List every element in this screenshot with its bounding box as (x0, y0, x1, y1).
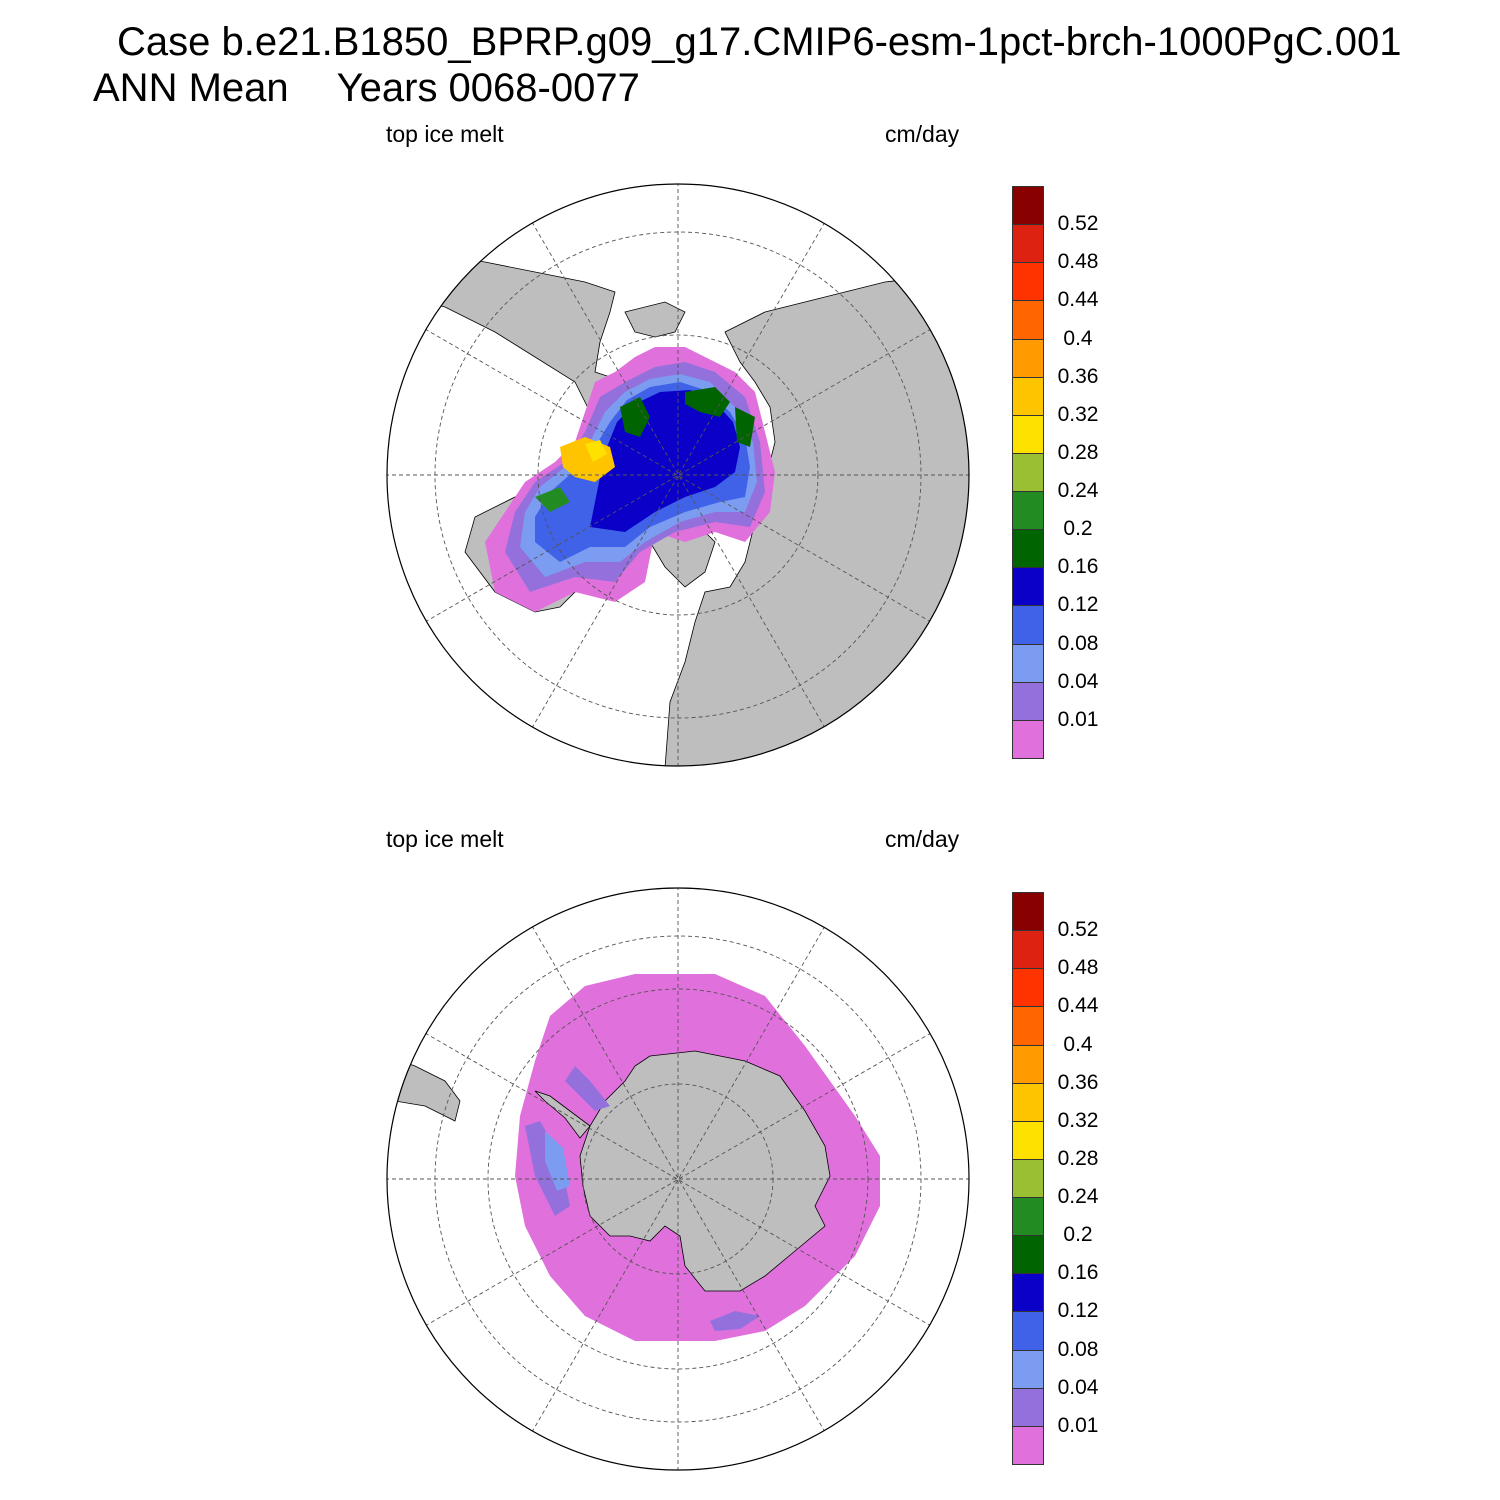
north-colorbar-tick-label: 0.48 (1057, 250, 1099, 274)
north-colorbar-swatch (1012, 567, 1044, 607)
north-colorbar-tick-label: 0.01 (1057, 707, 1099, 731)
north-colorbar-swatch (1012, 605, 1044, 645)
south-colorbar-tick-label: 0.36 (1057, 1070, 1099, 1094)
south-colorbar-swatch (1012, 1349, 1044, 1389)
south-colorbar-swatch (1012, 1197, 1044, 1237)
south-ice-purple-bell (525, 1121, 570, 1216)
north-colorbar-swatch (1012, 414, 1044, 454)
north-colorbar-tick-label: 0.16 (1057, 555, 1099, 579)
mean-label: ANN Mean (93, 66, 289, 110)
south-polar-map (386, 887, 970, 1471)
south-colorbar-swatch (1012, 892, 1044, 932)
north-graticule (387, 184, 969, 766)
north-colorbar-swatch (1012, 376, 1044, 416)
south-colorbar-swatch (1012, 1082, 1044, 1122)
north-colorbar-swatch (1012, 338, 1044, 378)
south-colorbar-swatch (1012, 1044, 1044, 1084)
south-land-peninsula (534, 1090, 591, 1139)
case-title: Case b.e21.B1850_BPRP.g09_g17.CMIP6-esm-… (117, 20, 1402, 64)
south-colorbar-swatch (1012, 930, 1044, 970)
north-colorbar-tick-label: 0.2 (1063, 517, 1093, 541)
north-variable-label: top ice melt (386, 121, 504, 147)
south-colorbar-tick-label: 0.28 (1057, 1146, 1099, 1170)
north-colorbar-tick-label: 0.12 (1057, 593, 1099, 617)
years-label: Years 0068-0077 (336, 66, 640, 110)
south-colorbar-tick-label: 0.12 (1057, 1299, 1099, 1323)
period-title: ANN Mean Years 0068-0077 (93, 64, 640, 112)
south-colorbar-swatch (1012, 968, 1044, 1008)
south-colorbar-tick-label: 0.44 (1057, 994, 1099, 1018)
south-colorbar-tick-label: 0.16 (1057, 1261, 1099, 1285)
south-units-label: cm/day (885, 826, 960, 852)
north-colorbar-swatch (1012, 643, 1044, 683)
south-colorbar-tick-label: 0.32 (1057, 1108, 1099, 1132)
south-colorbar-tick-label: 0.52 (1057, 918, 1099, 942)
south-colorbar-tick-label: 0.24 (1057, 1185, 1099, 1209)
south-graticule (387, 888, 969, 1470)
north-map-border (386, 183, 970, 767)
north-units-label: cm/day (885, 121, 960, 147)
south-variable-label: top ice melt (386, 826, 504, 852)
north-colorbar-swatch (1012, 529, 1044, 569)
south-colorbar-swatch (1012, 1311, 1044, 1351)
south-colorbar-swatch (1012, 1120, 1044, 1160)
north-ice-darkgreen-1 (620, 397, 650, 437)
south-ice-lightblue (545, 1131, 570, 1191)
north-colorbar-tick-label: 0.36 (1057, 364, 1099, 388)
north-polar-map (386, 183, 970, 767)
north-colorbar-swatch (1012, 719, 1044, 759)
south-colorbar-tick-label: 0.01 (1057, 1413, 1099, 1437)
north-colorbar-tick-label: 0.4 (1063, 326, 1093, 350)
south-colorbar-tick-label: 0.48 (1057, 956, 1099, 980)
south-colorbar (1012, 892, 1046, 1465)
north-colorbar-swatch (1012, 681, 1044, 721)
north-ice-green (535, 487, 570, 512)
north-colorbar-swatch (1012, 224, 1044, 264)
north-colorbar (1012, 186, 1046, 759)
south-colorbar-swatch (1012, 1235, 1044, 1275)
south-colorbar-tick-label: 0.08 (1057, 1337, 1099, 1361)
south-ice-purple-ross (710, 1311, 760, 1331)
south-colorbar-swatch (1012, 1387, 1044, 1427)
south-colorbar-swatch (1012, 1158, 1044, 1199)
north-ice-darkgreen-2 (685, 387, 730, 417)
north-colorbar-tick-label: 0.24 (1057, 479, 1099, 503)
north-colorbar-tick-label: 0.44 (1057, 288, 1099, 312)
north-colorbar-swatch (1012, 186, 1044, 226)
south-colorbar-tick-label: 0.4 (1063, 1032, 1093, 1056)
south-colorbar-tick-label: 0.04 (1057, 1375, 1099, 1399)
north-colorbar-tick-label: 0.52 (1057, 212, 1099, 236)
south-map-border (386, 887, 970, 1471)
north-colorbar-tick-label: 0.04 (1057, 669, 1099, 693)
north-colorbar-swatch (1012, 300, 1044, 340)
north-colorbar-swatch (1012, 262, 1044, 302)
south-colorbar-swatch (1012, 1273, 1044, 1313)
north-colorbar-tick-label: 0.08 (1057, 631, 1099, 655)
south-ice-purple-weddell (565, 1066, 610, 1111)
south-colorbar-labels: 0.52 0.48 0.44 0.4 0.36 0.32 0.28 0.24 0.2 0.16 0.… (1048, 892, 1108, 1464)
south-colorbar-swatch (1012, 1425, 1044, 1465)
north-colorbar-swatch (1012, 452, 1044, 493)
north-colorbar-tick-label: 0.28 (1057, 440, 1099, 464)
north-ice-yellow-2 (585, 440, 607, 462)
north-ice-darkgreen-3 (735, 407, 755, 447)
south-colorbar-tick-label: 0.2 (1063, 1223, 1093, 1247)
north-colorbar-swatch (1012, 491, 1044, 531)
north-land-eurasia (664, 271, 969, 766)
south-colorbar-swatch (1012, 1006, 1044, 1046)
north-colorbar-tick-label: 0.32 (1057, 402, 1099, 426)
north-colorbar-labels: 0.52 0.48 0.44 0.4 0.36 0.32 0.28 0.24 0.2 0.16 0.… (1048, 186, 1108, 758)
north-land-alaska (624, 301, 686, 338)
